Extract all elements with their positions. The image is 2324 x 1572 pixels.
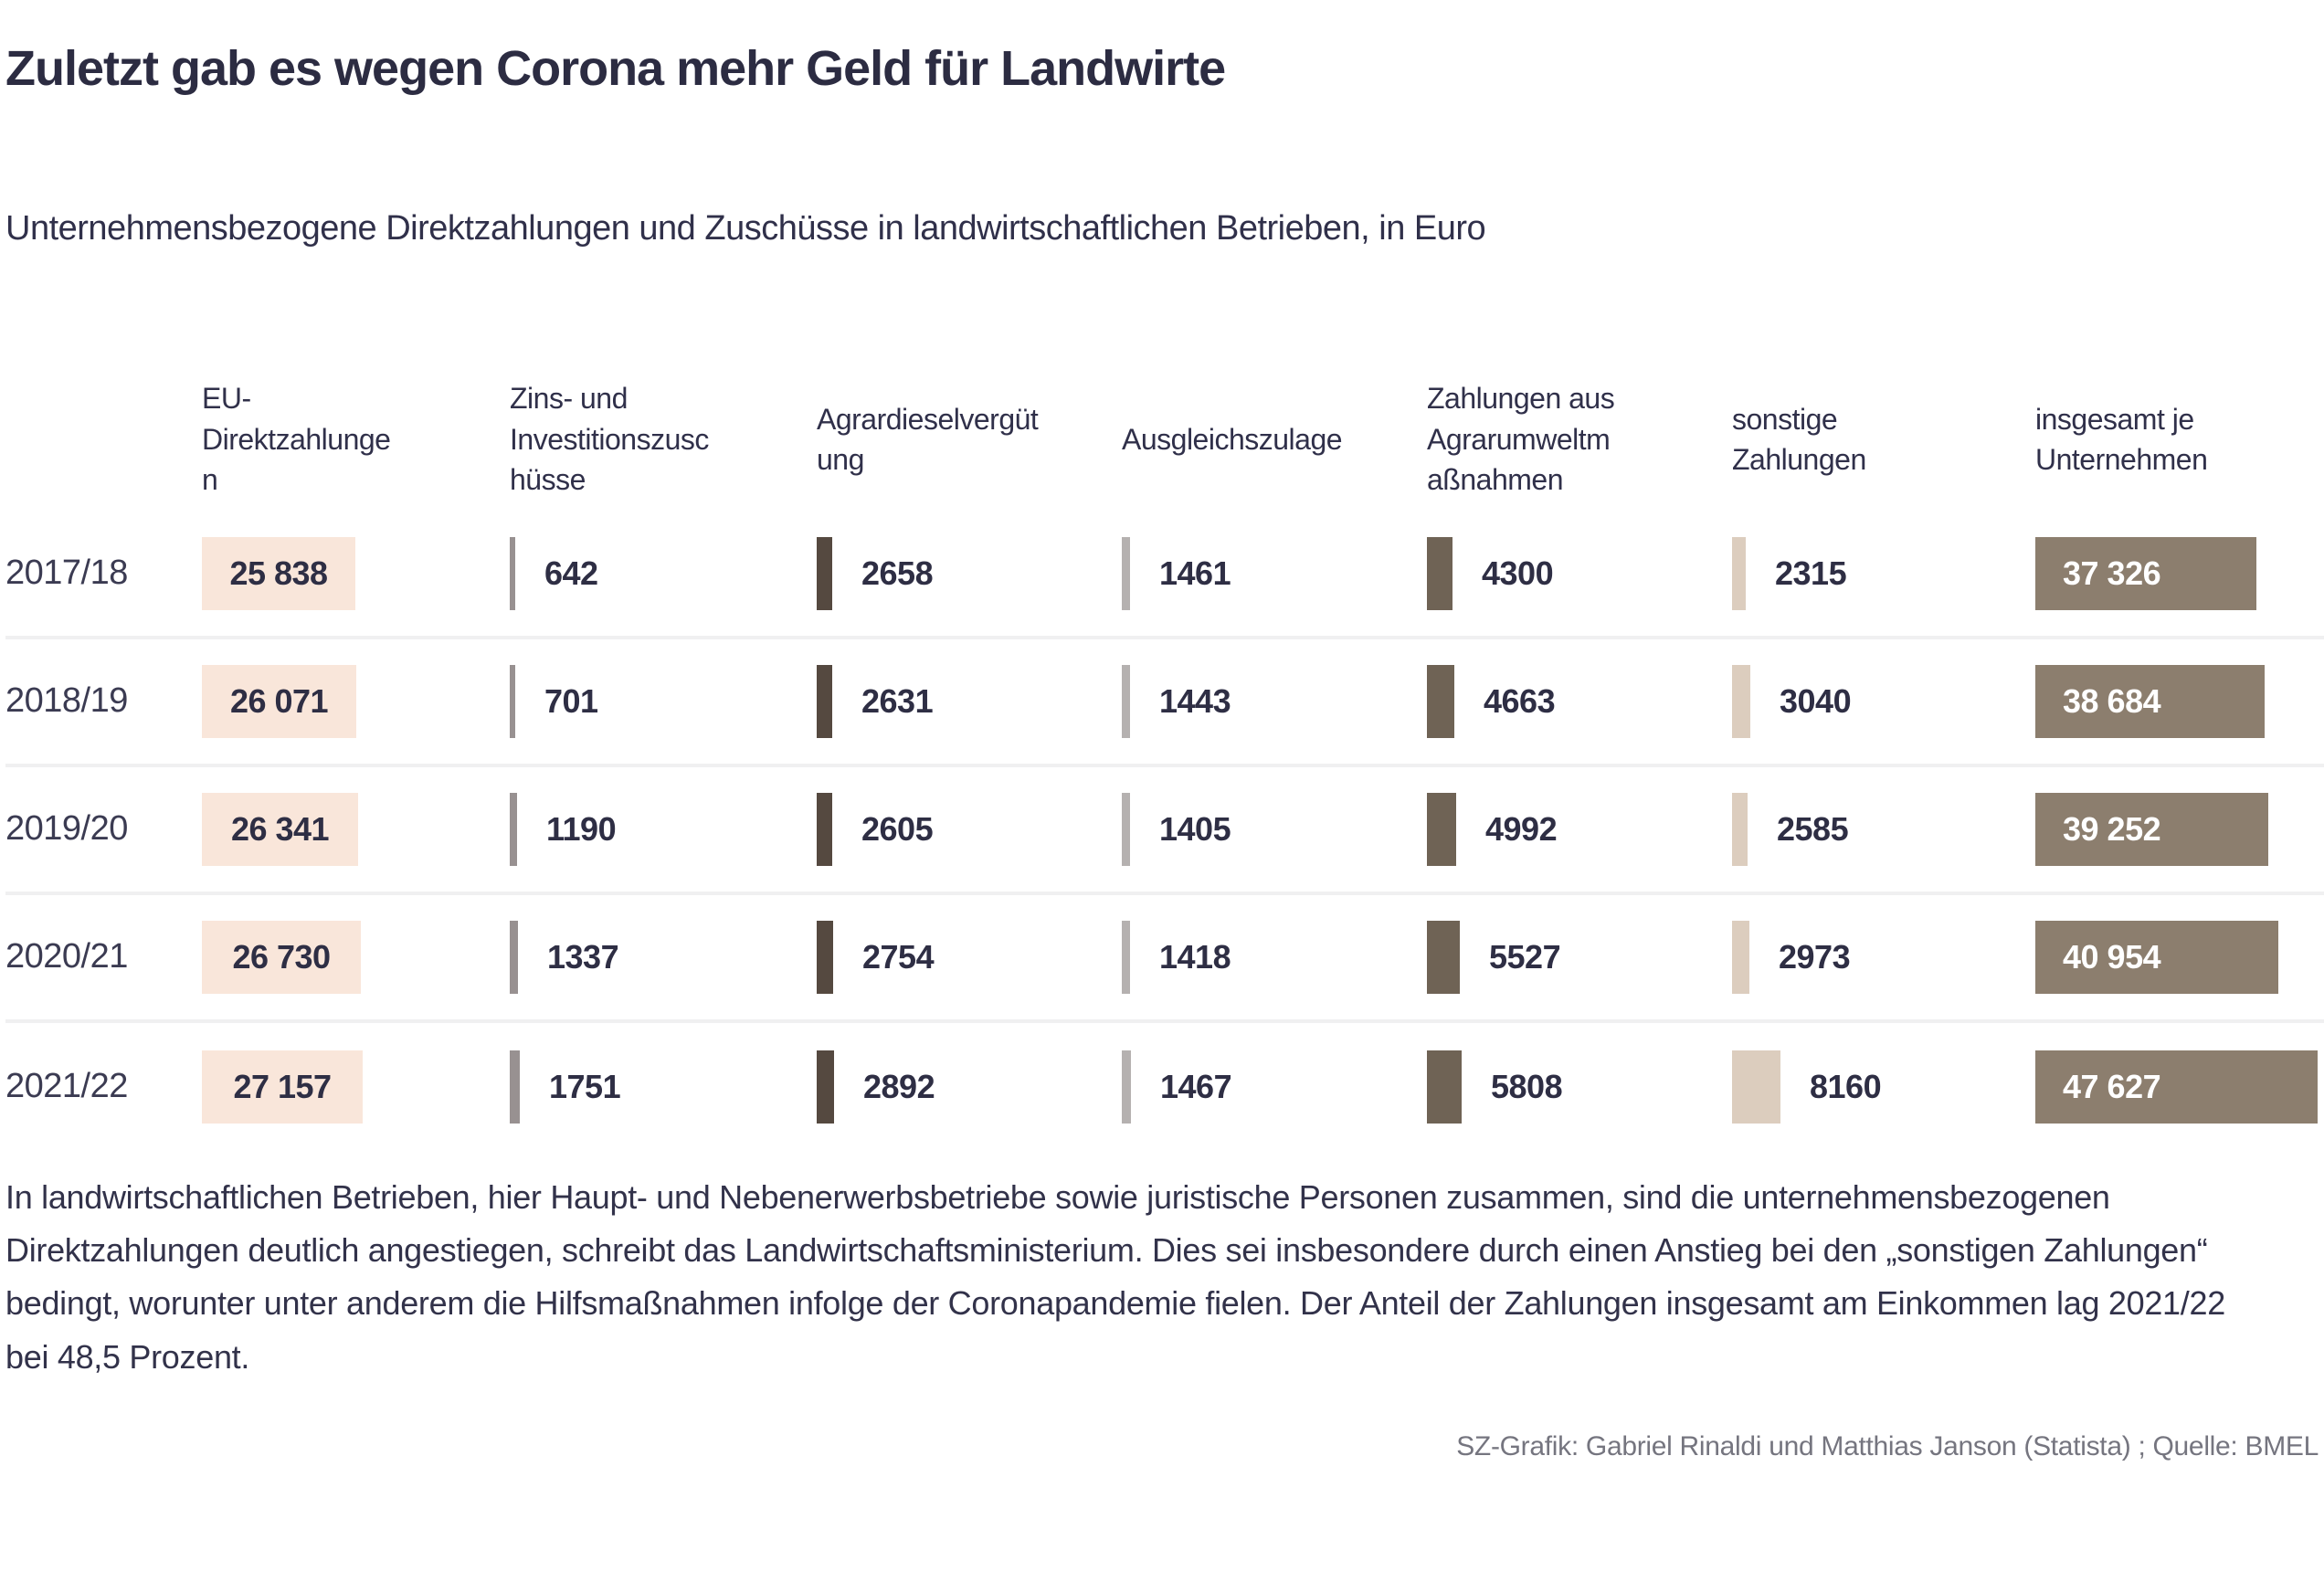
bar-ausgleichszulage [1122, 920, 1130, 994]
bar-eu-direktzahlungen: 25 838 [202, 536, 355, 610]
value-label: 4300 [1482, 554, 1554, 592]
table-row: 2021/22 27 157 1751 2892 1467 5808 8160 … [5, 1023, 2324, 1151]
value-label: 40 954 [2063, 937, 2161, 976]
value-label: 27 157 [233, 1067, 332, 1105]
value-label: 2892 [863, 1067, 935, 1105]
value-label: 1337 [547, 937, 619, 976]
bar-sonstige-zahlungen [1732, 1050, 1780, 1124]
bar-eu-direktzahlungen: 26 730 [202, 920, 361, 994]
bar-insgesamt: 39 252 [2035, 792, 2268, 866]
bar-agrarumweltmassnahmen [1427, 920, 1460, 994]
value-label: 8160 [1810, 1067, 1882, 1105]
bar-ausgleichszulage [1122, 1050, 1131, 1124]
table-row: 2019/20 26 341 1190 2605 1405 4992 2585 … [5, 767, 2324, 895]
value-label: 4663 [1484, 681, 1556, 720]
row-year-label: 2021/22 [5, 1067, 128, 1106]
col-header-insgesamt: insgesamt je Unternehmen [2035, 402, 2208, 476]
table-row: 2017/18 25 838 642 2658 1461 4300 2315 3… [5, 512, 2324, 639]
value-label: 1418 [1159, 937, 1231, 976]
bar-zins-investitionszuschuesse [510, 792, 517, 866]
value-label: 701 [544, 681, 598, 720]
table-row: 2018/19 26 071 701 2631 1443 4663 3040 3… [5, 639, 2324, 767]
row-year-label: 2017/18 [5, 554, 128, 593]
col-header-sonstige-zahlungen: sonstige Zahlungen [1732, 402, 1866, 476]
table-row: 2020/21 26 730 1337 2754 1418 5527 2973 … [5, 895, 2324, 1023]
bar-agrardieselverguetung [817, 1050, 834, 1124]
value-label: 1405 [1159, 809, 1231, 848]
value-label: 5527 [1489, 937, 1561, 976]
bar-sonstige-zahlungen [1732, 920, 1749, 994]
bar-zins-investitionszuschuesse [510, 1050, 520, 1124]
page-title: Zuletzt gab es wegen Corona mehr Geld fü… [5, 41, 1226, 96]
value-label: 1443 [1159, 681, 1231, 720]
bar-sonstige-zahlungen [1732, 664, 1750, 738]
value-label: 38 684 [2063, 681, 2161, 720]
bar-insgesamt: 37 326 [2035, 536, 2256, 610]
value-label: 2631 [861, 681, 934, 720]
bar-ausgleichszulage [1122, 664, 1130, 738]
bar-eu-direktzahlungen: 26 341 [202, 792, 358, 866]
bar-agrarumweltmassnahmen [1427, 664, 1454, 738]
col-header-agrarumweltmassnahmen: Zahlungen aus Agrarumweltmaßnahmen [1427, 382, 1615, 496]
value-label: 39 252 [2063, 809, 2161, 848]
bar-ausgleichszulage [1122, 536, 1130, 610]
description-paragraph: In landwirtschaftlichen Betrieben, hier … [5, 1177, 2225, 1376]
bar-insgesamt: 38 684 [2035, 664, 2265, 738]
value-label: 5808 [1491, 1067, 1563, 1105]
col-header-agrardieselverguetung: Agrardieselvergütung [817, 402, 1039, 476]
bar-agrardieselverguetung [817, 536, 832, 610]
value-label: 25 838 [229, 554, 328, 592]
bar-ausgleichszulage [1122, 792, 1130, 866]
value-label: 1467 [1160, 1067, 1232, 1105]
value-label: 1751 [549, 1067, 621, 1105]
value-label: 47 627 [2063, 1067, 2161, 1105]
col-header-eu-direktzahlungen: EU-Direktzahlungen [202, 382, 391, 496]
value-label: 37 326 [2063, 554, 2161, 592]
bar-agrarumweltmassnahmen [1427, 536, 1452, 610]
bar-agrarumweltmassnahmen [1427, 792, 1456, 866]
row-year-label: 2018/19 [5, 681, 128, 721]
value-label: 2605 [861, 809, 934, 848]
value-label: 26 341 [230, 809, 330, 848]
bar-zins-investitionszuschuesse [510, 536, 515, 610]
subtitle: Unternehmensbezogene Direktzahlungen und… [5, 209, 1486, 248]
bar-insgesamt: 40 954 [2035, 920, 2278, 994]
bar-eu-direktzahlungen: 26 071 [202, 664, 356, 738]
value-label: 2658 [861, 554, 934, 592]
bar-insgesamt: 47 627 [2035, 1050, 2318, 1124]
col-header-zins-investitionszuschuesse: Zins- und Investitionszuschüsse [510, 382, 709, 496]
value-label: 3040 [1780, 681, 1852, 720]
value-label: 1461 [1159, 554, 1231, 592]
bar-zins-investitionszuschuesse [510, 920, 518, 994]
bar-zins-investitionszuschuesse [510, 664, 515, 738]
value-label: 2315 [1775, 554, 1847, 592]
value-label: 1190 [546, 809, 617, 848]
column-header-row: EU-Direktzahlungen Zins- und Investition… [5, 367, 2324, 512]
bar-agrarumweltmassnahmen [1427, 1050, 1462, 1124]
value-label: 4992 [1485, 809, 1558, 848]
row-year-label: 2019/20 [5, 809, 128, 849]
row-year-label: 2020/21 [5, 937, 128, 976]
value-label: 26 071 [229, 681, 329, 720]
bar-sonstige-zahlungen [1732, 792, 1748, 866]
infographic: Zuletzt gab es wegen Corona mehr Geld fü… [0, 40, 2324, 1462]
value-label: 2585 [1777, 809, 1849, 848]
bar-agrardieselverguetung [817, 920, 833, 994]
value-label: 2754 [862, 937, 935, 976]
bar-eu-direktzahlungen: 27 157 [202, 1050, 363, 1124]
bar-agrardieselverguetung [817, 664, 832, 738]
value-label: 26 730 [232, 937, 331, 976]
col-header-ausgleichszulage: Ausgleichszulage [1122, 422, 1343, 456]
value-label: 2973 [1779, 937, 1851, 976]
bar-agrardieselverguetung [817, 792, 832, 866]
source-credit: SZ-Grafik: Gabriel Rinaldi und Matthias … [1456, 1430, 2319, 1461]
bar-sonstige-zahlungen [1732, 536, 1746, 610]
value-label: 642 [544, 554, 598, 592]
